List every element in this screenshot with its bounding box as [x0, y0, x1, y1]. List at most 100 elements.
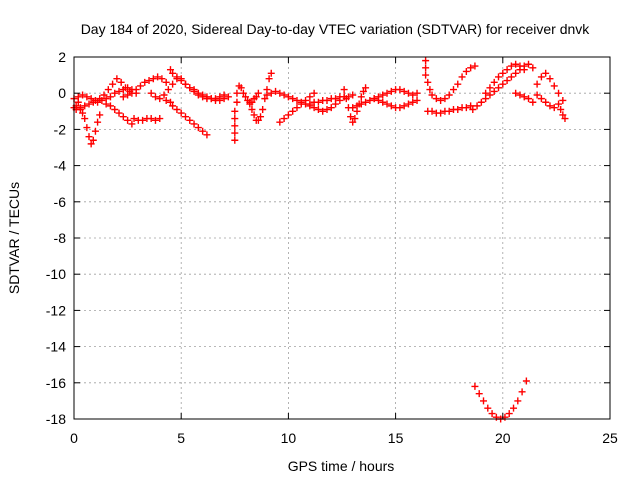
- data-point: [136, 82, 144, 90]
- data-point: [233, 98, 241, 106]
- data-point: [147, 89, 155, 97]
- series-s21: [469, 60, 537, 113]
- series-s5: [119, 73, 170, 101]
- y-tick-label: -14: [46, 339, 66, 355]
- series-s12: [246, 69, 275, 124]
- data-point: [512, 69, 520, 77]
- data-point: [254, 116, 262, 124]
- data-point: [514, 397, 522, 405]
- data-point: [533, 80, 541, 88]
- y-tick-label: 2: [58, 49, 66, 65]
- data-point: [289, 95, 297, 103]
- data-point: [85, 100, 93, 108]
- data-point: [128, 120, 136, 128]
- data-point: [486, 84, 494, 92]
- data-point: [529, 64, 537, 72]
- data-point: [216, 93, 224, 101]
- data-point: [542, 69, 550, 77]
- data-point: [267, 69, 275, 77]
- data-point: [449, 86, 457, 94]
- x-tick-label: 5: [177, 430, 185, 446]
- data-point: [561, 115, 569, 123]
- data-point: [85, 133, 93, 141]
- data-point: [94, 98, 102, 106]
- data-point: [169, 80, 177, 88]
- data-point: [520, 93, 528, 101]
- data-point: [190, 87, 198, 95]
- data-point: [351, 115, 359, 123]
- series-s23: [512, 69, 567, 106]
- data-point: [293, 104, 301, 112]
- data-point: [503, 66, 511, 74]
- data-point: [250, 111, 258, 119]
- data-point: [147, 115, 155, 123]
- data-point: [156, 115, 164, 123]
- data-point: [89, 136, 97, 144]
- data-point: [336, 96, 344, 104]
- data-point: [83, 124, 91, 132]
- series-s11: [231, 82, 262, 144]
- y-tick-label: -10: [46, 266, 66, 282]
- data-point: [119, 93, 127, 101]
- data-point: [422, 64, 430, 72]
- data-point: [529, 98, 537, 106]
- data-point: [130, 115, 138, 123]
- x-tick-label: 10: [281, 430, 297, 446]
- data-point: [263, 91, 271, 99]
- y-axis-label: SDTVAR / TECUs: [6, 182, 22, 294]
- data-point: [102, 100, 110, 108]
- data-point: [387, 102, 395, 110]
- data-point: [374, 96, 382, 104]
- data-point: [400, 87, 408, 95]
- data-point: [267, 89, 275, 97]
- data-point: [74, 93, 82, 101]
- data-point: [259, 105, 267, 113]
- data-point: [462, 67, 470, 75]
- data-point: [357, 93, 365, 101]
- data-point: [284, 111, 292, 119]
- data-point: [151, 93, 159, 101]
- data-point: [177, 109, 185, 117]
- series-s16: [340, 84, 370, 126]
- data-point: [349, 104, 357, 112]
- data-point: [555, 89, 563, 97]
- data-point: [366, 96, 374, 104]
- data-point: [132, 86, 140, 94]
- data-point: [404, 89, 412, 97]
- data-point: [387, 87, 395, 95]
- series-s4: [102, 100, 136, 128]
- data-point: [458, 73, 466, 81]
- data-point: [396, 104, 404, 112]
- data-point: [272, 87, 280, 95]
- data-point: [106, 93, 114, 101]
- data-point: [503, 77, 511, 85]
- x-tick-label: 20: [495, 430, 511, 446]
- series-s18: [370, 95, 421, 112]
- data-point: [199, 93, 207, 101]
- data-point: [173, 73, 181, 81]
- data-point: [220, 91, 228, 99]
- data-point: [79, 109, 87, 117]
- data-point: [242, 93, 250, 101]
- series-s25: [471, 377, 530, 423]
- data-point: [314, 98, 322, 106]
- data-point: [525, 60, 533, 68]
- data-point: [467, 64, 475, 72]
- grid: [74, 57, 610, 419]
- data-point: [499, 80, 507, 88]
- data-point: [79, 91, 87, 99]
- data-point: [475, 390, 483, 398]
- data-point: [261, 95, 269, 103]
- data-point: [139, 116, 147, 124]
- data-point: [323, 96, 331, 104]
- data-point: [117, 78, 125, 86]
- data-point: [231, 122, 239, 130]
- data-point: [495, 84, 503, 92]
- data-point: [512, 60, 520, 68]
- data-point: [546, 102, 554, 110]
- data-point: [248, 105, 256, 113]
- data-point: [490, 78, 498, 86]
- series-s9: [166, 66, 232, 104]
- data-point: [557, 105, 565, 113]
- data-point: [559, 96, 567, 104]
